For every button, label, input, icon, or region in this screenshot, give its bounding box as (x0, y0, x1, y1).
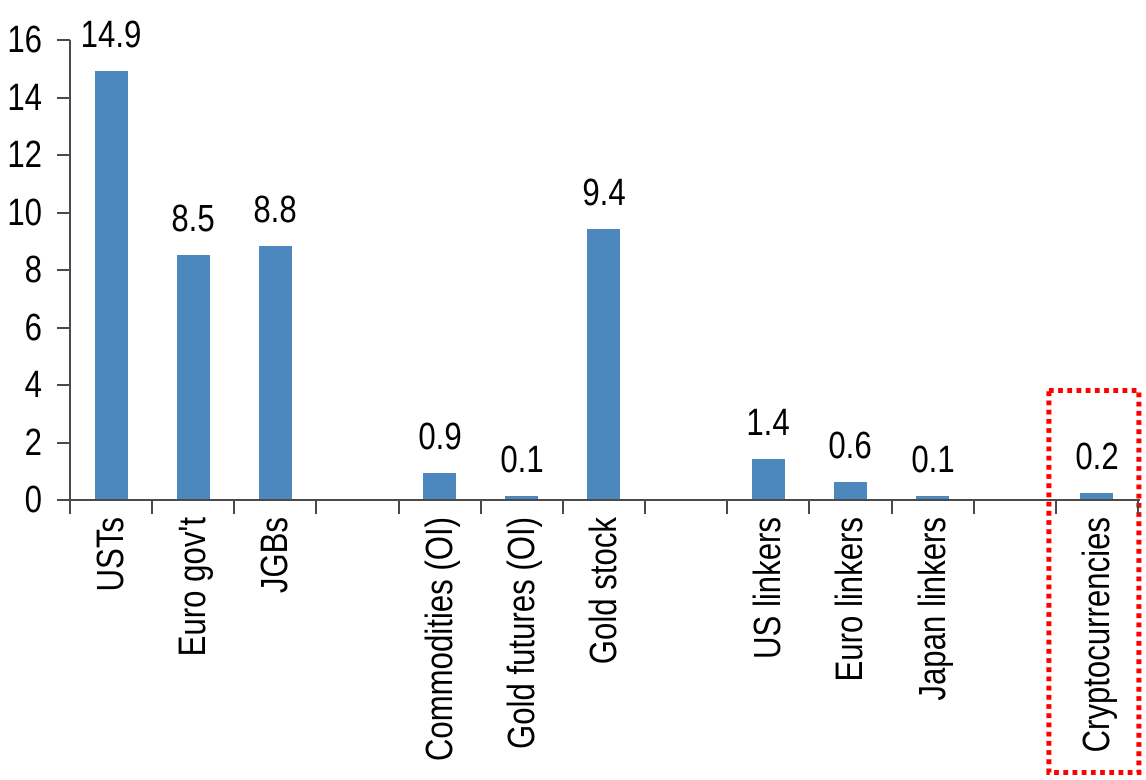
x-tick (151, 499, 153, 514)
category-label: USTs (90, 517, 132, 592)
bar (177, 255, 210, 499)
y-tick-label: 12 (7, 134, 42, 176)
y-tick (57, 39, 70, 41)
bar (916, 496, 949, 499)
x-axis-line (69, 499, 1140, 501)
category-label: JGBs (254, 517, 296, 594)
y-tick-label: 14 (7, 77, 42, 119)
y-tick (57, 499, 70, 501)
y-tick-label: 4 (24, 364, 42, 406)
category-label: US linkers (747, 517, 789, 659)
x-tick (69, 499, 71, 514)
y-tick-label: 2 (24, 422, 42, 464)
bar-value-label: 0.1 (500, 439, 544, 481)
x-tick (398, 499, 400, 514)
bar (1080, 493, 1113, 499)
bar-value-label: 0.2 (1075, 436, 1119, 478)
y-tick (57, 442, 70, 444)
y-tick-label: 0 (24, 479, 42, 521)
bar-value-label: 9.4 (582, 172, 626, 214)
bar-value-label: 0.6 (828, 425, 872, 467)
bar (423, 473, 456, 499)
y-axis-line (69, 40, 71, 501)
y-tick (57, 269, 70, 271)
x-tick (808, 499, 810, 514)
x-tick (973, 499, 975, 514)
bar (259, 246, 292, 499)
category-label: Euro linkers (829, 517, 871, 682)
bar-value-label: 8.5 (171, 198, 215, 240)
y-tick (57, 384, 70, 386)
category-label: Euro gov't (172, 517, 214, 657)
x-tick (233, 499, 235, 514)
bar (505, 496, 538, 499)
x-tick (726, 499, 728, 514)
y-tick-label: 16 (7, 19, 42, 61)
bar (752, 459, 785, 499)
x-tick (1055, 499, 1057, 514)
category-label: Commodities (OI) (419, 517, 461, 762)
x-tick (891, 499, 893, 514)
x-tick (480, 499, 482, 514)
bar (95, 71, 128, 499)
x-tick (1137, 499, 1139, 514)
x-tick (644, 499, 646, 514)
bar-value-label: 1.4 (746, 402, 790, 444)
y-tick-label: 6 (24, 307, 42, 349)
y-tick-label: 10 (7, 192, 42, 234)
bar-value-label: 8.8 (253, 189, 297, 231)
x-tick (315, 499, 317, 514)
bar-value-label: 14.9 (80, 14, 142, 56)
y-tick (57, 154, 70, 156)
y-tick (57, 97, 70, 99)
bar (834, 482, 867, 499)
x-tick (562, 499, 564, 514)
category-label: Cryptocurrencies (1076, 517, 1118, 753)
category-label: Gold stock (583, 517, 625, 665)
bar-value-label: 0.9 (418, 416, 462, 458)
y-tick (57, 327, 70, 329)
bar (587, 229, 620, 499)
category-label: Gold futures (OI) (501, 517, 543, 750)
y-tick (57, 212, 70, 214)
y-tick-label: 8 (24, 249, 42, 291)
category-label: Japan linkers (912, 517, 954, 701)
bar-value-label: 0.1 (911, 439, 955, 481)
